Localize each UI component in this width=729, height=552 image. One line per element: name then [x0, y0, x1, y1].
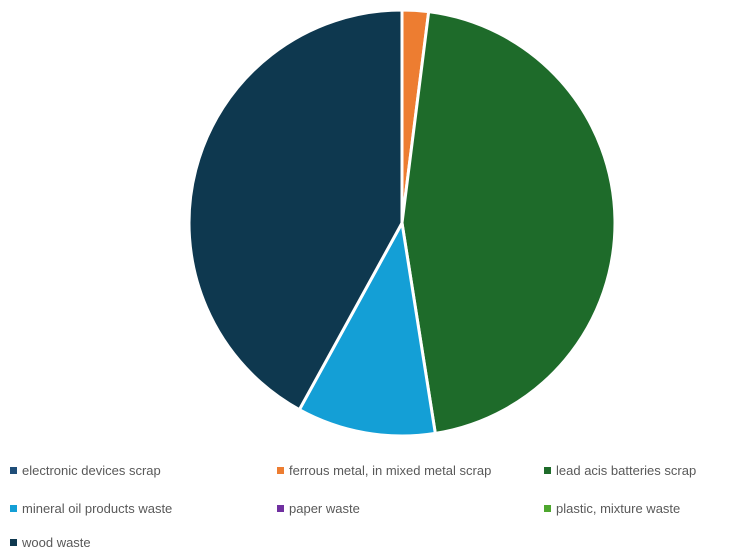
legend-swatch	[544, 466, 551, 474]
legend-label: electronic devices scrap	[22, 462, 161, 478]
legend-swatch	[10, 466, 17, 474]
legend-swatch	[10, 504, 17, 512]
legend-label: lead acis batteries scrap	[556, 462, 697, 478]
legend-swatch	[544, 504, 551, 512]
legend-item: wood waste	[10, 532, 91, 552]
legend-swatch	[277, 466, 284, 474]
pie-slice-3	[297, 221, 437, 438]
legend-item: lead acis batteries scrap	[544, 460, 696, 480]
legend-swatch	[10, 538, 17, 546]
legend-item: plastic, mixture waste	[544, 498, 680, 518]
legend-item: ferrous metal, in mixed metal scrap	[277, 460, 491, 480]
legend-label: wood waste	[22, 534, 91, 550]
pie-slice-6	[187, 8, 404, 412]
legend-label: paper waste	[289, 500, 360, 516]
legend-label: ferrous metal, in mixed metal scrap	[289, 462, 492, 478]
legend-item: mineral oil products waste	[10, 498, 172, 518]
chart-legend: electronic devices scrap ferrous metal, i…	[0, 460, 729, 552]
legend-swatch	[277, 504, 284, 512]
legend-item: electronic devices scrap	[10, 460, 161, 480]
pie-plot	[187, 8, 617, 438]
pie-slice-2	[400, 10, 617, 435]
legend-item: paper waste	[277, 498, 360, 518]
legend-label: mineral oil products waste	[22, 500, 173, 516]
legend-label: plastic, mixture waste	[556, 500, 681, 516]
